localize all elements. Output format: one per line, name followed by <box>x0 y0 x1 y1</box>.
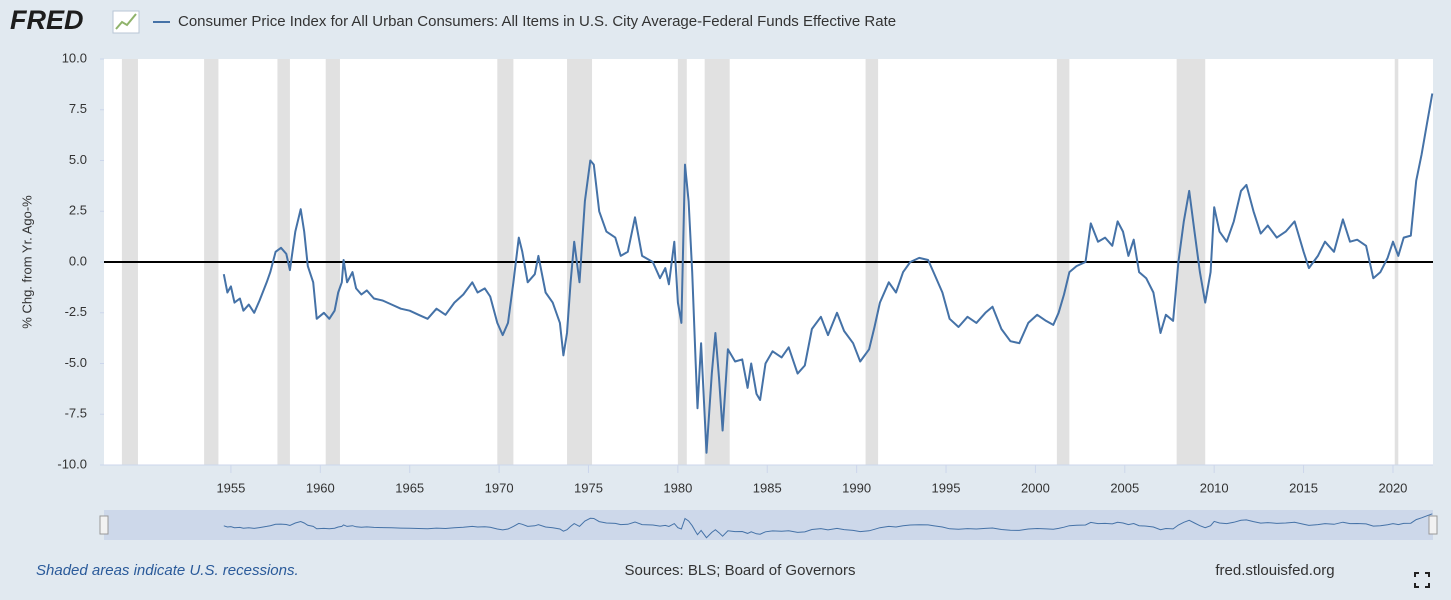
x-tick-label: 2000 <box>1021 480 1050 495</box>
navigator-line <box>223 513 1433 539</box>
navigator-handle[interactable] <box>1428 515 1438 535</box>
y-tick-label: 2.5 <box>69 203 87 218</box>
legend-label[interactable]: Consumer Price Index for All Urban Consu… <box>178 13 896 30</box>
x-tick-label: 2010 <box>1200 480 1229 495</box>
logo-icon <box>112 10 140 34</box>
y-tick-label: 7.5 <box>69 101 87 116</box>
x-tick-label: 1960 <box>306 480 335 495</box>
y-axis-label: % Chg. from Yr. Ago-% <box>19 195 34 329</box>
y-tick-label: -2.5 <box>65 304 87 319</box>
logo[interactable]: FRED <box>10 5 84 35</box>
x-tick-label: 2020 <box>1378 480 1407 495</box>
x-tick-label: 1975 <box>574 480 603 495</box>
navigator-handle[interactable] <box>99 515 109 535</box>
y-tick-label: -5.0 <box>65 355 87 370</box>
x-tick-label: 1980 <box>663 480 692 495</box>
navigator[interactable] <box>104 510 1433 540</box>
y-tick-label: 5.0 <box>69 152 87 167</box>
x-tick-label: 1985 <box>753 480 782 495</box>
fullscreen-button[interactable] <box>1414 572 1430 588</box>
x-tick-label: 2015 <box>1289 480 1318 495</box>
y-tick-label: 10.0 <box>62 50 87 65</box>
recession-note: Shaded areas indicate U.S. recessions. <box>36 562 299 579</box>
y-tick-label: -7.5 <box>65 406 87 421</box>
y-tick-label: -10.0 <box>57 456 87 471</box>
site-link[interactable]: fred.stlouisfed.org <box>1215 562 1334 579</box>
x-tick-label: 1955 <box>216 480 245 495</box>
y-tick-label: 0.0 <box>69 253 87 268</box>
x-tick-label: 1965 <box>395 480 424 495</box>
x-tick-label: 2005 <box>1110 480 1139 495</box>
sources: Sources: BLS; Board of Governors <box>625 562 856 579</box>
series-line <box>222 93 1434 454</box>
x-tick-label: 1990 <box>842 480 871 495</box>
x-tick-label: 1995 <box>932 480 961 495</box>
x-tick-label: 1970 <box>485 480 514 495</box>
